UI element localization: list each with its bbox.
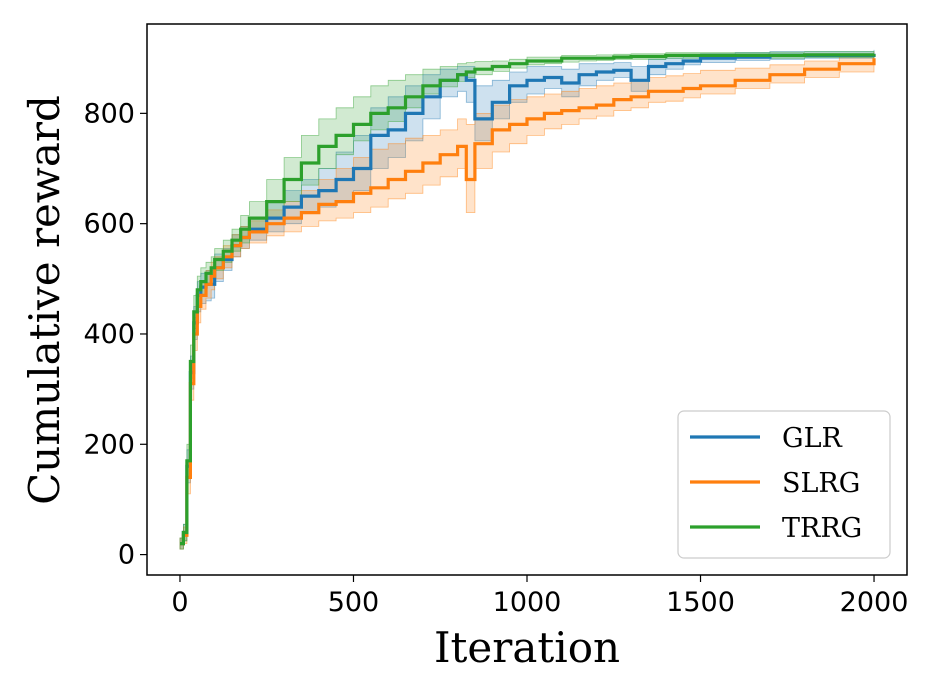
y-tick-label: 600	[83, 209, 135, 240]
x-tick-label: 500	[328, 587, 380, 618]
x-axis-ticks: 0 500 1000 1500 2000	[171, 575, 908, 618]
x-tick-label: 0	[171, 587, 188, 618]
x-tick-label: 1500	[666, 587, 735, 618]
y-tick-label: 0	[118, 540, 135, 571]
y-tick-label: 200	[83, 429, 135, 460]
legend-label-glr: GLR	[782, 423, 842, 454]
line-trrg	[180, 53, 876, 546]
y-tick-label: 400	[83, 319, 135, 350]
legend-label-trrg: TRRG	[782, 513, 862, 544]
line-slrg	[180, 58, 876, 546]
x-tick-label: 2000	[840, 587, 909, 618]
legend-label-slrg: SLRG	[782, 468, 860, 499]
y-tick-label: 800	[83, 98, 135, 129]
legend: GLR SLRG TRRG	[677, 410, 891, 559]
x-tick-label: 1000	[493, 587, 562, 618]
x-axis-title: Iteration	[434, 623, 620, 672]
y-axis-title: Cumulative reward	[20, 95, 69, 505]
legend-box	[677, 410, 891, 559]
y-axis-ticks: 0 200 400 600 800	[83, 98, 147, 571]
series-lines	[180, 53, 876, 546]
